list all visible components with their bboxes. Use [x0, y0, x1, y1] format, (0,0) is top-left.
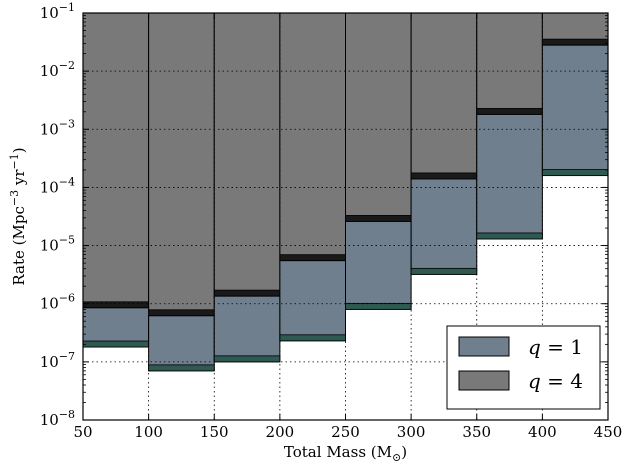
y-tick-label--3: 10−3	[40, 117, 75, 138]
x-tick-label-100: 100	[134, 423, 163, 441]
y-tick-label--1: 10−1	[40, 1, 75, 22]
bar-q1-3	[279, 260, 346, 342]
bars-layer	[82, 12, 609, 372]
legend-swatch-q4	[458, 370, 510, 391]
bar-edge-q1-4	[345, 302, 412, 310]
bar-q1-5	[410, 178, 478, 275]
bar-q1-1	[148, 315, 215, 372]
legend-swatch-q1	[458, 336, 510, 357]
axis-labels: Total Mass (M⊙) Rate (Mpc−3 yr−1)	[8, 147, 407, 463]
bar-edge-q4-5	[410, 172, 478, 180]
ticks-layer: 50 100 150 200 250 300 350 400 450 10−8 10−7 10−6 10…	[40, 1, 623, 441]
bar-q1-6	[476, 113, 543, 240]
bar-q1-0	[82, 307, 150, 348]
bar-edge-q4-7	[541, 38, 609, 46]
x-tick-label-150: 150	[200, 423, 229, 441]
bar-edge-q1-0	[82, 340, 150, 348]
bar-edge-q4-6	[476, 108, 543, 115]
bar-edge-q4-3	[279, 254, 346, 262]
legend: q = 1 q = 4	[446, 325, 601, 410]
bar-edge-q1-7	[541, 169, 609, 176]
bar-q4-2	[213, 12, 281, 297]
x-tick-label-400: 400	[528, 423, 557, 441]
bar-q4-3	[279, 12, 346, 262]
y-axis-label: Rate (Mpc−3 yr−1)	[8, 147, 28, 285]
legend-label-q1: q = 1	[528, 335, 583, 359]
x-axis-label: Total Mass (M⊙)	[284, 443, 407, 463]
bar-q4-1	[148, 12, 215, 317]
bar-q1-4	[345, 220, 412, 310]
x-tick-label-50: 50	[73, 423, 92, 441]
bar-edge-q1-6	[476, 232, 543, 240]
bar-edge-q4-4	[345, 215, 412, 222]
y-tick-label--7: 10−7	[40, 350, 75, 371]
bar-q4-4	[345, 12, 412, 222]
bar-q1-7	[541, 44, 609, 177]
legend-label-q4: q = 4	[528, 369, 583, 393]
bar-edge-q1-5	[410, 267, 478, 275]
bar-q4-0	[82, 12, 150, 309]
x-tick-label-250: 250	[331, 423, 360, 441]
bar-q4-5	[410, 12, 478, 180]
bar-q4-6	[476, 12, 543, 115]
x-tick-label-200: 200	[266, 423, 295, 441]
y-tick-label--6: 10−6	[40, 292, 75, 313]
bar-edge-q1-1	[148, 364, 215, 372]
x-tick-label-450: 450	[594, 423, 623, 441]
y-tick-label--5: 10−5	[40, 234, 75, 255]
y-tick-label--8: 10−8	[40, 408, 75, 429]
bar-edge-q4-0	[82, 301, 150, 309]
bar-edge-q4-2	[213, 289, 281, 297]
bar-edge-q1-3	[279, 334, 346, 342]
y-tick-label--4: 10−4	[40, 175, 75, 196]
bar-q1-2	[213, 295, 281, 363]
bar-edge-q1-2	[213, 355, 281, 363]
bar-edge-q4-1	[148, 309, 215, 317]
x-tick-label-300: 300	[397, 423, 426, 441]
y-tick-label--2: 10−2	[40, 59, 75, 80]
x-tick-label-350: 350	[462, 423, 491, 441]
